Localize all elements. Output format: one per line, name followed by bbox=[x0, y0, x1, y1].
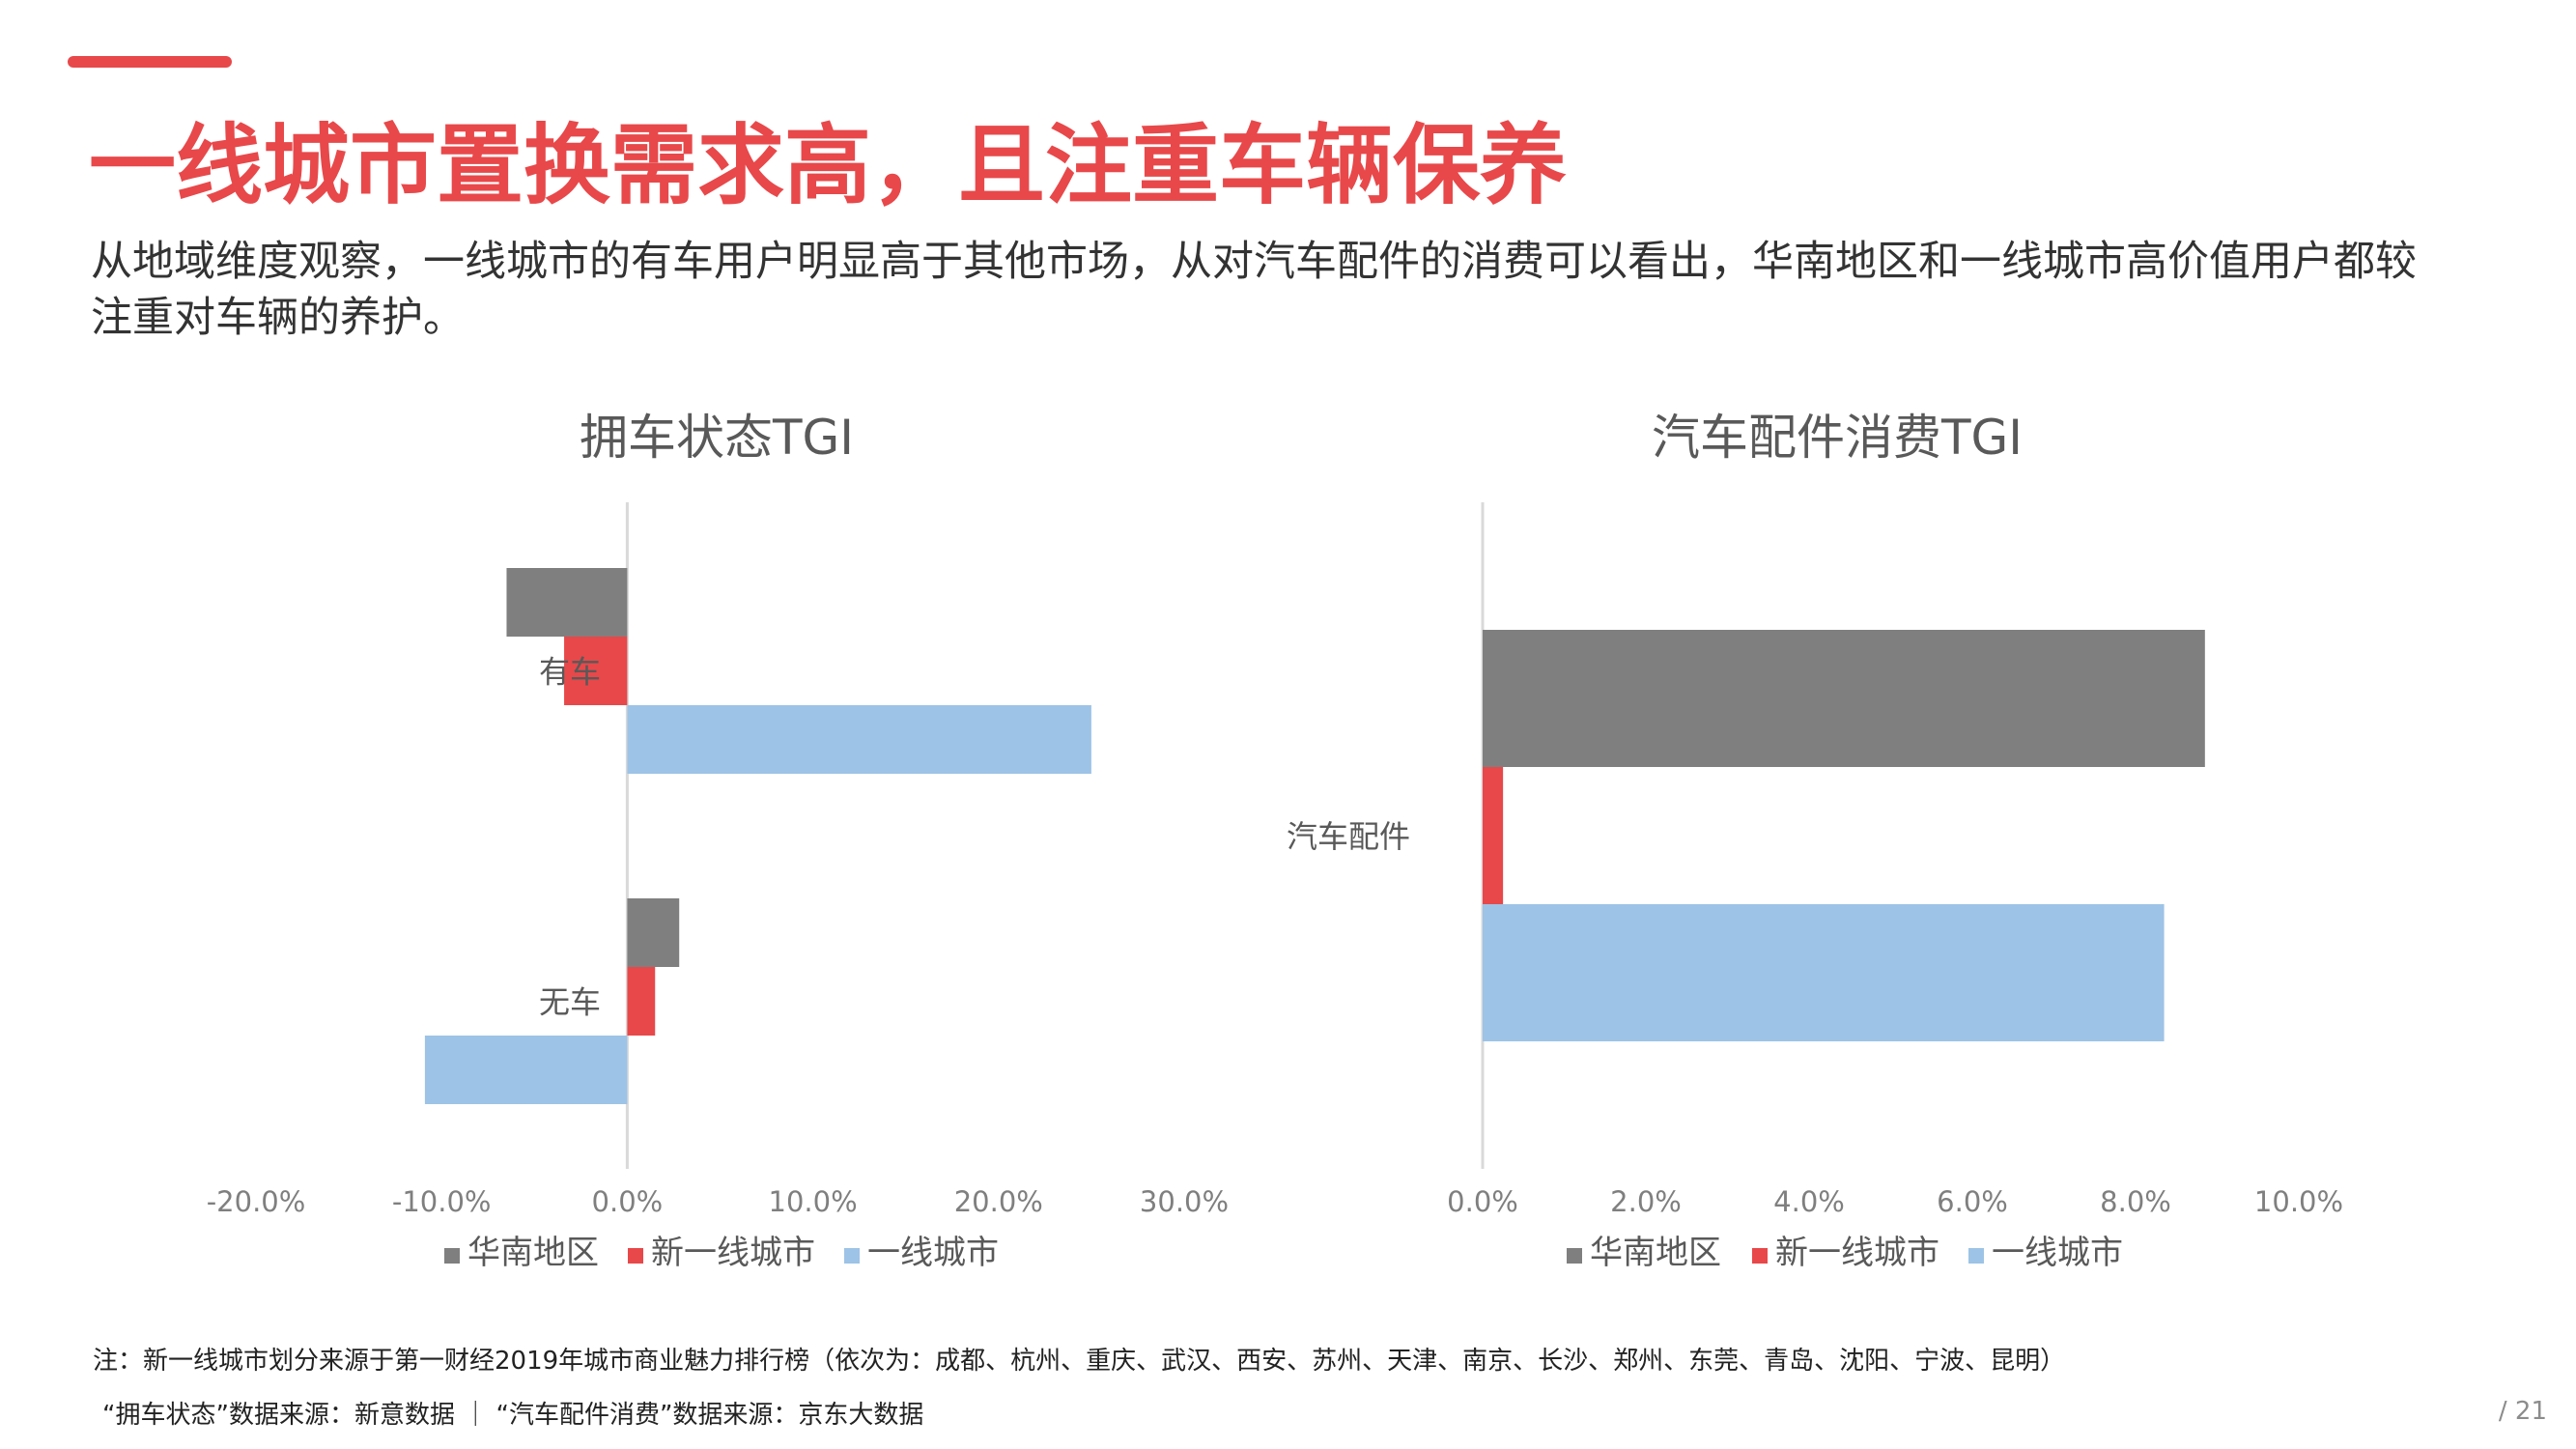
slide-title: 一线城市置换需求高，且注重车辆保养 bbox=[89, 115, 1567, 216]
bar-0-0-1 bbox=[564, 637, 628, 705]
x-tick-label: 8.0% bbox=[2100, 1185, 2171, 1218]
legend-swatch bbox=[628, 1248, 643, 1264]
bar-0-1-1 bbox=[627, 967, 656, 1036]
chart-title: 拥车状态TGI bbox=[580, 410, 854, 466]
bar-0-1-0 bbox=[627, 898, 680, 967]
legend-swatch bbox=[844, 1248, 860, 1264]
x-tick-label: 4.0% bbox=[1773, 1185, 1845, 1218]
category-label: 有车 bbox=[539, 654, 601, 691]
legend-label: 新一线城市 bbox=[1775, 1234, 1939, 1272]
bar-1-0-0 bbox=[1483, 630, 2205, 767]
x-tick-label: 10.0% bbox=[2254, 1185, 2343, 1218]
category-label: 汽车配件 bbox=[1287, 818, 1410, 855]
legend-swatch bbox=[1567, 1248, 1582, 1264]
legend-label: 华南地区 bbox=[1590, 1234, 1721, 1272]
bar-0-1-2 bbox=[424, 1036, 628, 1104]
legend-label: 一线城市 bbox=[1992, 1234, 2123, 1272]
footnote: 注：新一线城市划分来源于第一财经2019年城市商业魅力排行榜（依次为：成都、杭州… bbox=[93, 1347, 2066, 1376]
chart-title: 汽车配件消费TGI bbox=[1652, 410, 2023, 466]
x-tick-label: 20.0% bbox=[954, 1185, 1043, 1218]
x-tick-label: 30.0% bbox=[1140, 1185, 1229, 1218]
category-label: 无车 bbox=[539, 984, 601, 1021]
x-tick-label: -10.0% bbox=[392, 1185, 492, 1218]
title-accent-bar bbox=[68, 56, 232, 68]
legend-label: 新一线城市 bbox=[651, 1234, 815, 1272]
x-tick-label: 2.0% bbox=[1610, 1185, 1682, 1218]
legend-swatch bbox=[444, 1248, 460, 1264]
legend-swatch bbox=[1752, 1248, 1768, 1264]
slide-subtitle: 从地域维度观察，一线城市的有车用户明显高于其他市场，从对汽车配件的消费可以看出，… bbox=[91, 238, 2417, 342]
legend-label: 华南地区 bbox=[467, 1234, 599, 1272]
x-tick-label: 6.0% bbox=[1937, 1185, 2008, 1218]
page-number: / 21 bbox=[2498, 1397, 2547, 1426]
bar-1-0-2 bbox=[1483, 904, 2165, 1041]
x-tick-label: 10.0% bbox=[769, 1185, 858, 1218]
bar-1-0-1 bbox=[1483, 767, 1504, 904]
legend-label: 一线城市 bbox=[867, 1234, 999, 1272]
x-tick-label: 0.0% bbox=[1447, 1185, 1518, 1218]
bar-0-0-2 bbox=[627, 705, 1091, 774]
data-sources: “拥车状态”数据来源：新意数据 ｜ “汽车配件消费”数据来源：京东大数据 bbox=[102, 1401, 924, 1430]
bar-0-0-0 bbox=[506, 568, 628, 637]
x-tick-label: 0.0% bbox=[592, 1185, 664, 1218]
legend-swatch bbox=[1968, 1248, 1984, 1264]
x-tick-label: -20.0% bbox=[207, 1185, 306, 1218]
